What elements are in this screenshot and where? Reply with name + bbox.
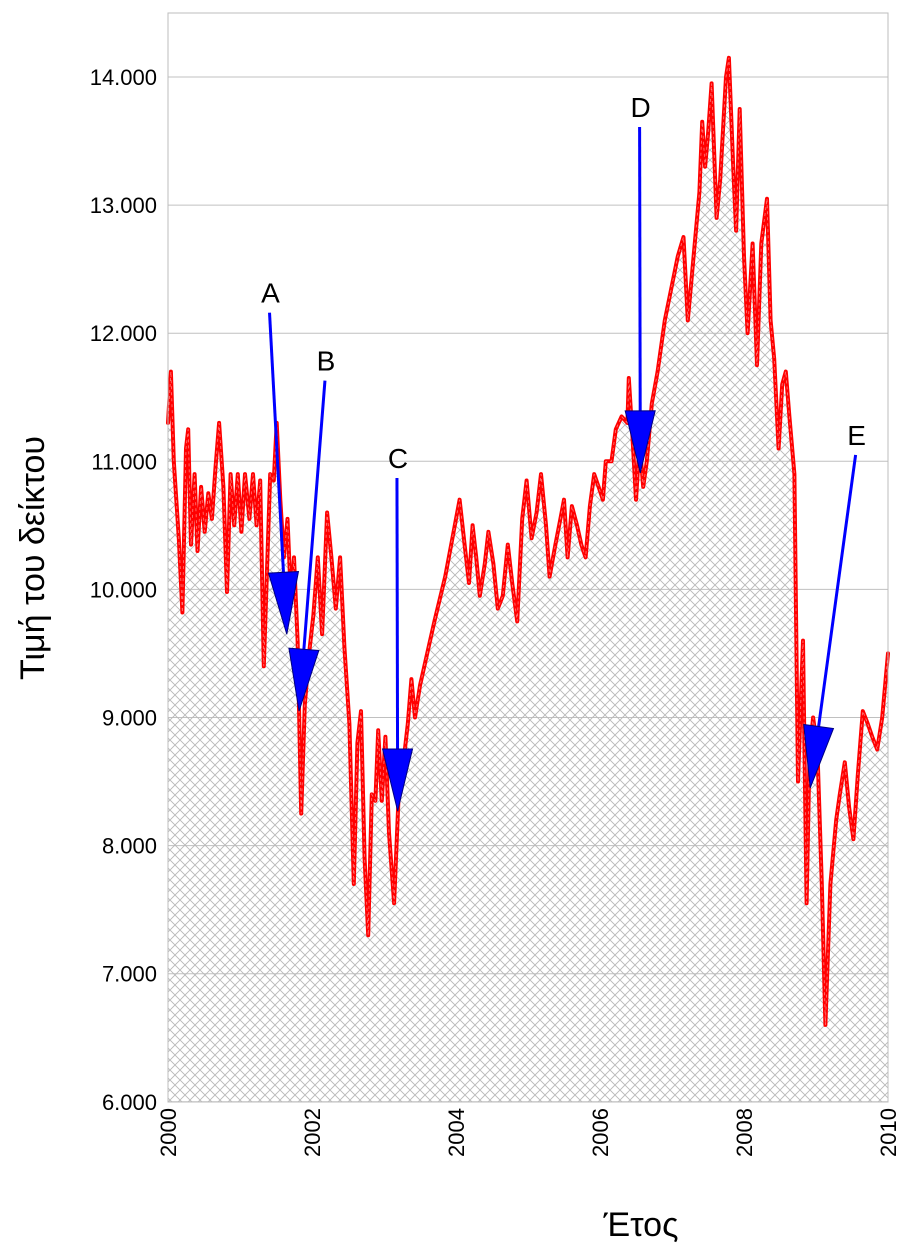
series-line-highlight (167, 57, 889, 1025)
annotation-label-d: D (630, 92, 650, 123)
x-tick-label-5: 2010 (876, 1108, 901, 1157)
plot-frame (167, 12, 889, 1103)
y-tick-label-2: 8.000 (102, 834, 157, 859)
y-tick-label-6: 12.000 (90, 321, 157, 346)
series-area (168, 57, 888, 1102)
arrow-d-shaft (638, 126, 642, 411)
arrow-e-shaft (817, 454, 858, 727)
arrow-b-head (288, 647, 320, 712)
arrow-a-head (267, 570, 300, 635)
y-tick-label-3: 9.000 (102, 706, 157, 731)
series-line-layer (166, 55, 890, 1027)
arrow-c-shaft (395, 477, 400, 750)
y-tick-label-5: 11.000 (91, 449, 157, 474)
annotation-label-c: C (388, 443, 408, 474)
y-tick-label-4: 10.000 (90, 577, 157, 602)
y-tick-label-8: 14.000 (90, 65, 157, 90)
x-tick-label-1: 2002 (300, 1108, 325, 1157)
arrow-e-head (803, 723, 835, 789)
y-axis-title: Τιμή του δείκτου (14, 436, 52, 680)
y-tick-label-7: 13.000 (90, 193, 157, 218)
y-tick-label-0: 6.000 (102, 1090, 157, 1115)
annotation-label-b: B (317, 346, 336, 377)
x-tick-label-2: 2004 (444, 1108, 469, 1157)
x-tick-label-4: 2008 (732, 1108, 757, 1157)
arrow-a-shaft (268, 312, 285, 573)
tick-labels: 6.000 7.000 8.000 9.000 10.000 11.000 12.000 13… (90, 65, 901, 1157)
x-tick-label-0: 2000 (156, 1108, 181, 1157)
x-tick-label-3: 2006 (588, 1108, 613, 1157)
arrow-c-head (381, 748, 414, 812)
annotations: A B C D E (261, 92, 866, 812)
annotation-label-a: A (261, 278, 280, 309)
y-tick-label-1: 7.000 (102, 962, 157, 987)
arrow-d-head (624, 410, 656, 473)
annotation-label-e: E (847, 420, 866, 451)
area-fill-layer (168, 57, 888, 1102)
arrow-b-shaft (302, 380, 327, 650)
x-axis-title: Έτος (603, 1206, 679, 1244)
